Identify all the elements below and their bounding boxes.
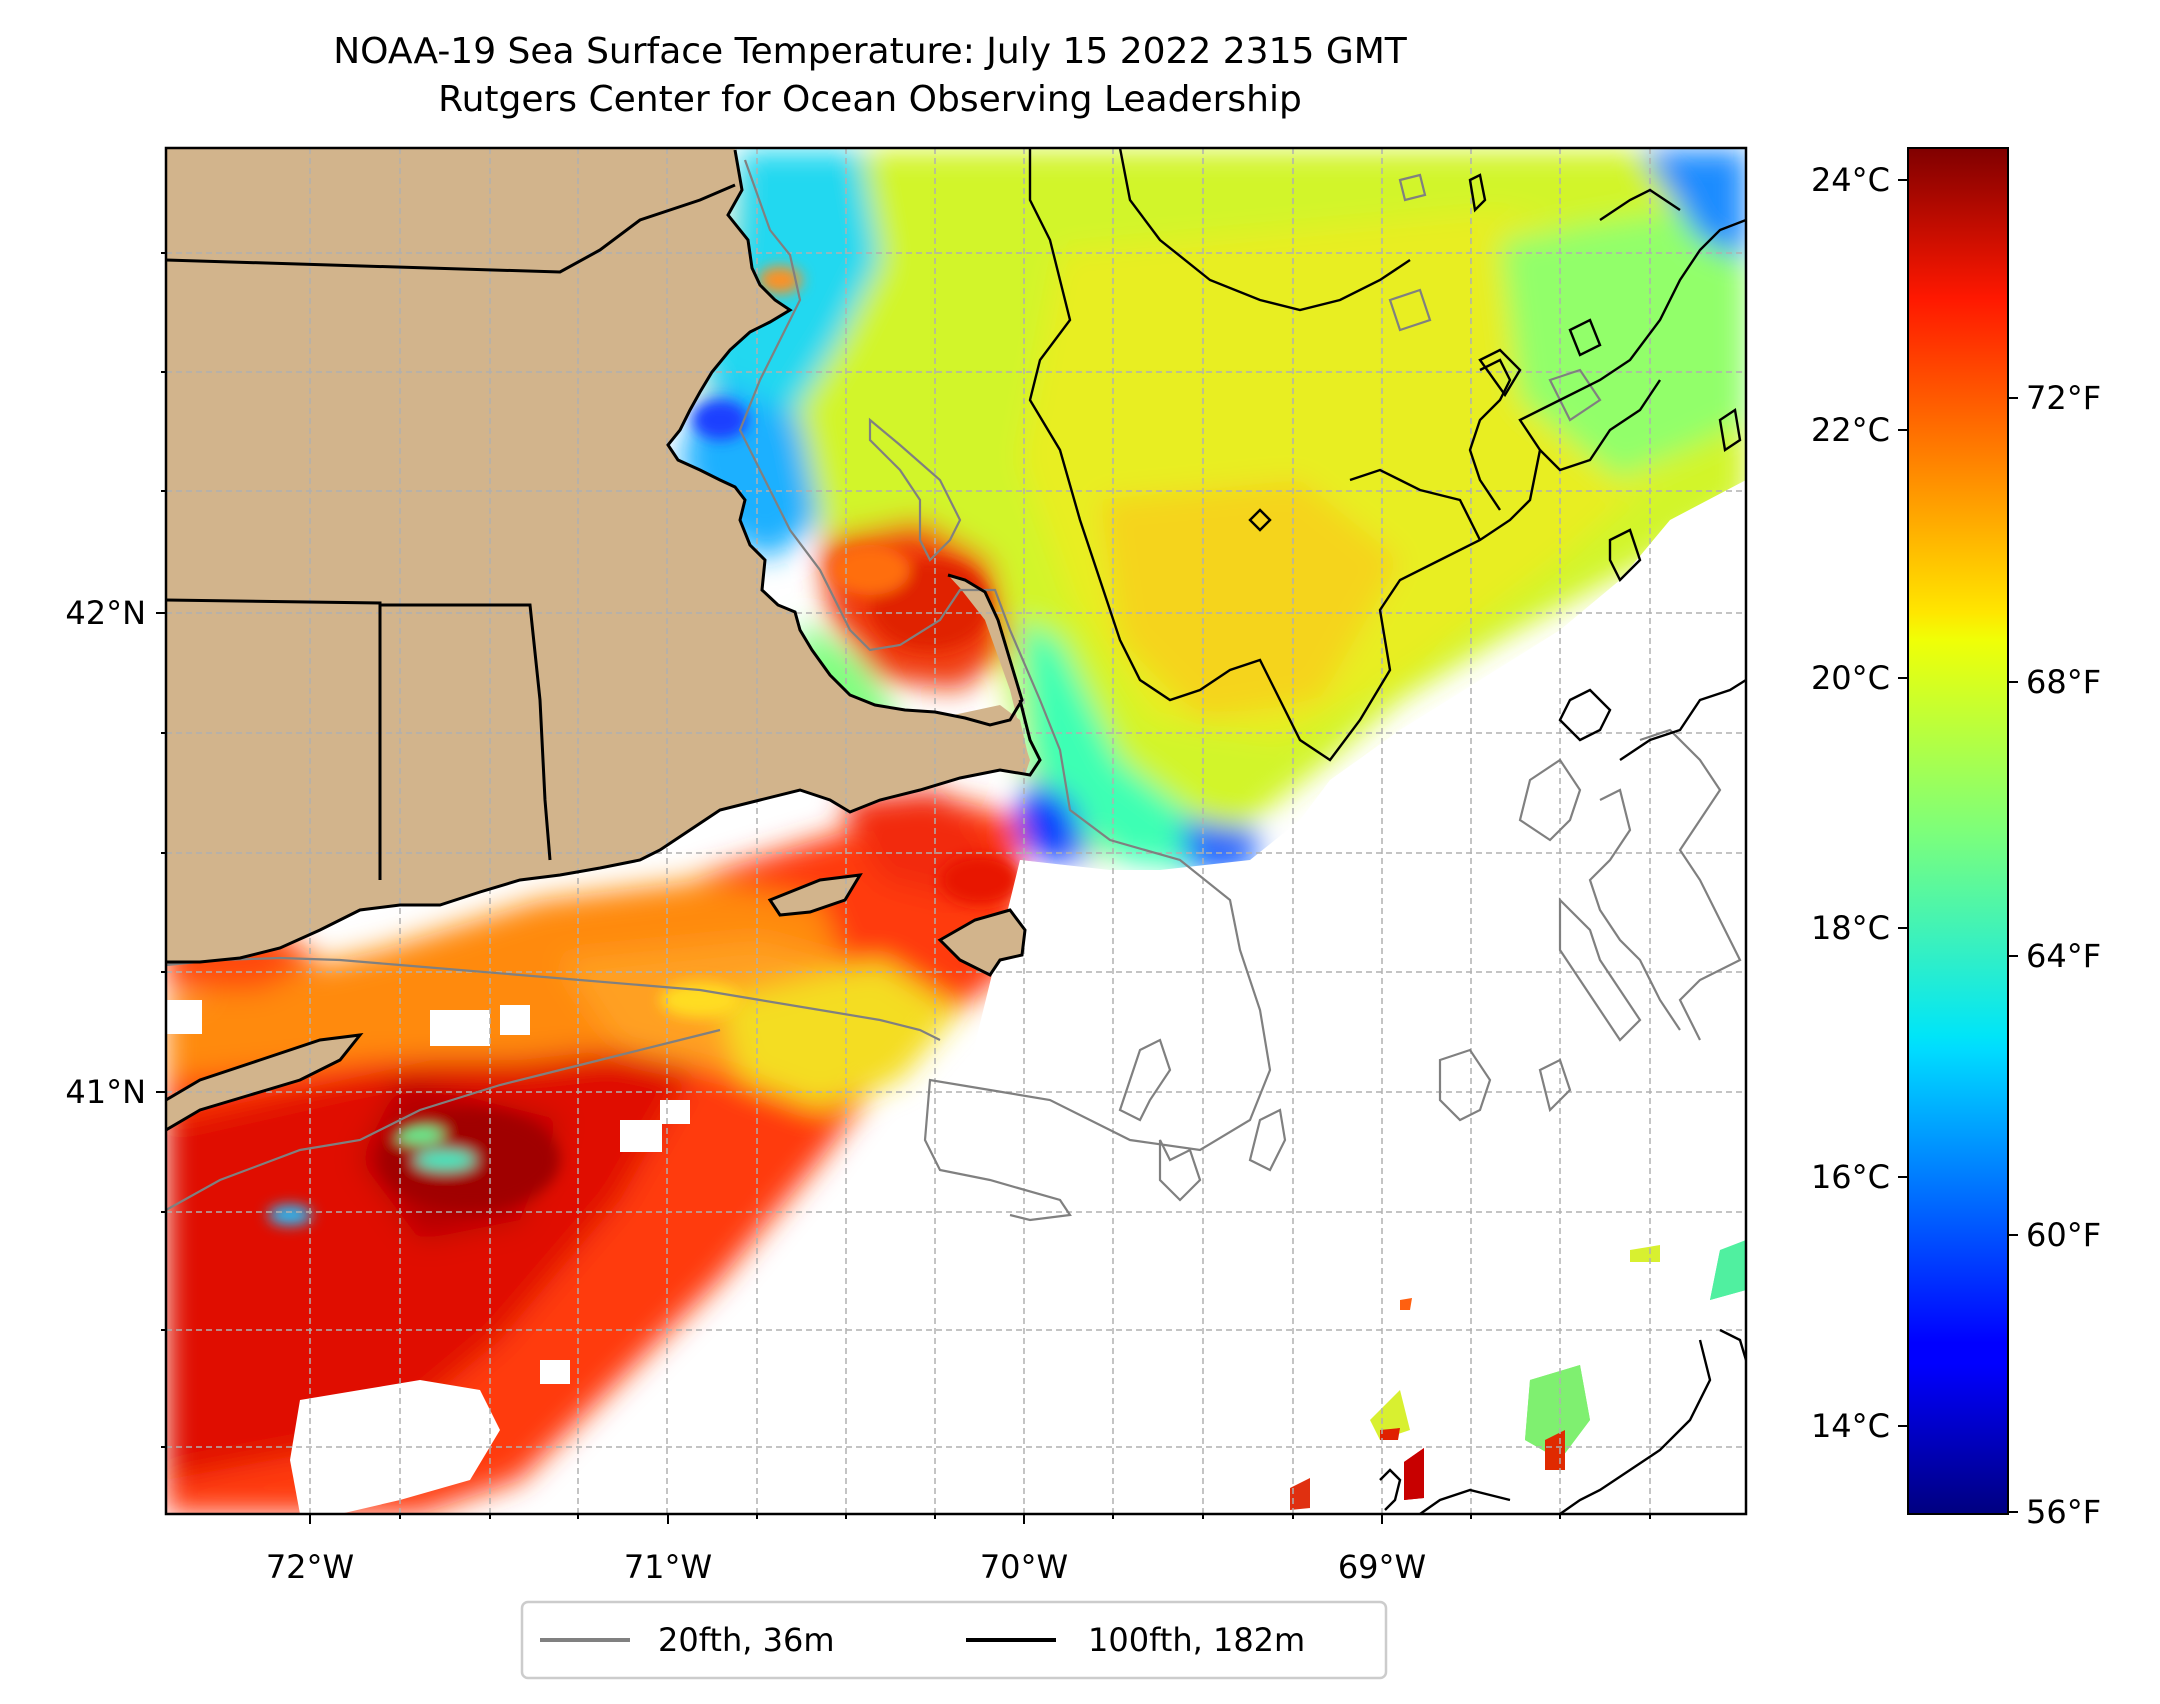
legend-label-20fth: 20fth, 36m xyxy=(658,1621,834,1659)
axis-tick-labels: 72°W 71°W 70°W 69°W 42°N 41°N xyxy=(65,594,1426,1586)
colorbar-fahrenheit-label: 68°F xyxy=(2026,663,2101,701)
legend: 20fth, 36m 100fth, 182m xyxy=(520,1600,1388,1680)
lat-tick-label: 41°N xyxy=(65,1073,146,1111)
isobath-20fth xyxy=(166,159,1742,1222)
lon-tick-label: 69°W xyxy=(1338,1548,1426,1586)
coastline xyxy=(166,149,1042,1132)
colorbar-celsius-label: 18°C xyxy=(1811,909,1890,947)
gridlines xyxy=(166,148,1746,1514)
colorbar-fahrenheit-label: 56°F xyxy=(2026,1493,2101,1531)
colorbar-gradient xyxy=(1907,147,2009,1515)
lon-tick-label: 70°W xyxy=(980,1548,1068,1586)
colorbar-fahrenheit-label: 60°F xyxy=(2026,1216,2101,1254)
lon-tick-label: 71°W xyxy=(624,1548,712,1586)
colorbar-celsius-label: 20°C xyxy=(1811,659,1890,697)
land xyxy=(166,148,1030,962)
sst-field xyxy=(166,150,1746,1514)
colorbar: 24°C 22°C 20°C 18°C 16°C 14°C 72°F 68°F … xyxy=(1811,147,2101,1531)
map-frame xyxy=(164,146,1748,1516)
map-area xyxy=(166,148,1746,1514)
isobath-100fth xyxy=(1028,148,1746,1514)
colorbar-celsius-label: 14°C xyxy=(1811,1407,1890,1445)
lat-tick-label: 42°N xyxy=(65,594,146,632)
colorbar-fahrenheit-label: 72°F xyxy=(2026,379,2101,417)
chart-subtitle: Rutgers Center for Ocean Observing Leade… xyxy=(438,79,1302,120)
axis-ticks xyxy=(156,252,1651,1524)
colorbar-fahrenheit-label: 64°F xyxy=(2026,937,2101,975)
chart-title: NOAA-19 Sea Surface Temperature: July 15… xyxy=(333,31,1407,72)
lon-tick-label: 72°W xyxy=(266,1548,354,1586)
colorbar-celsius-label: 16°C xyxy=(1811,1158,1890,1196)
legend-label-100fth: 100fth, 182m xyxy=(1088,1621,1305,1659)
colorbar-celsius-label: 22°C xyxy=(1811,411,1890,449)
colorbar-celsius-label: 24°C xyxy=(1811,161,1890,199)
